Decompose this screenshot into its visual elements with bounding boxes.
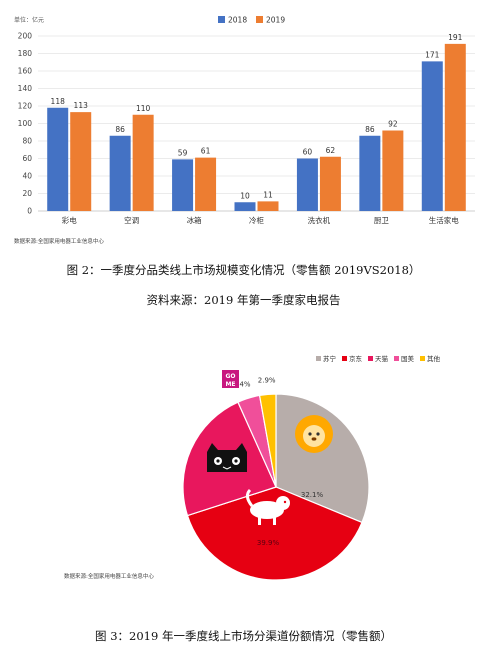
- y-tick-label: 200: [18, 32, 33, 41]
- lion-nose: [311, 437, 317, 441]
- pie-label-其他: 2.9%: [258, 376, 276, 384]
- y-tick-label: 20: [22, 189, 32, 198]
- bar-2019-洗衣机: [319, 156, 341, 211]
- y-tick-label: 0: [27, 207, 32, 216]
- y-tick-label: 100: [18, 119, 33, 128]
- data-label: 86: [365, 125, 375, 134]
- figure-3-caption: 图 3：2019 年一季度线上市场分渠道份额情况（零售额）: [95, 629, 392, 643]
- tmall-cat-logo: [207, 443, 247, 472]
- bar-2018-厨卫: [359, 135, 381, 211]
- dog-head: [276, 496, 290, 510]
- bar-2018-冷柜: [234, 202, 256, 211]
- suning-lion-logo: [295, 415, 333, 453]
- bar-2018-生活家电: [421, 61, 443, 211]
- bar-2019-厨卫: [382, 130, 404, 211]
- gome-logo-text-bottom: ME: [225, 381, 235, 388]
- bar-2019-空调: [132, 114, 154, 211]
- x-tick-label: 洗衣机: [308, 215, 331, 225]
- dog-eye: [283, 500, 287, 504]
- cat-pupil: [234, 459, 238, 463]
- figure-2-caption: 图 2：一季度分品类线上市场规模变化情况（零售额 2019VS2018）: [66, 263, 421, 277]
- gome-logo-text-top: GO: [225, 373, 235, 380]
- legend-swatch-国美: [394, 356, 399, 361]
- y-tick-label: 80: [22, 137, 32, 146]
- legend-label-国美: 国美: [401, 354, 415, 363]
- pie-chart: 苏宁京东天猫国美其他32.1%39.9%23.9%4%2.9%GOME数据来源:…: [64, 354, 441, 581]
- bar-2018-洗衣机: [296, 158, 318, 211]
- lion-eye: [316, 432, 320, 436]
- legend-label-苏宁: 苏宁: [323, 354, 337, 363]
- legend-label-天猫: 天猫: [375, 354, 389, 363]
- gome-logo-box: [222, 370, 239, 388]
- cat-mouth: [222, 466, 232, 470]
- pie-slice-其他: [258, 393, 277, 488]
- legend-swatch-苏宁: [316, 356, 321, 361]
- data-label: 10: [240, 191, 250, 200]
- dog-tail: [245, 488, 254, 507]
- bar-2018-冰箱: [172, 159, 194, 211]
- legend-swatch-京东: [342, 356, 347, 361]
- unit-label: 单位：亿元: [14, 16, 44, 24]
- data-label: 86: [115, 125, 125, 134]
- pie-label-苏宁: 32.1%: [301, 491, 324, 499]
- legend-label-京东: 京东: [349, 354, 363, 363]
- legend-swatch-2019: [256, 16, 263, 23]
- dog-body: [250, 501, 284, 519]
- y-tick-label: 180: [18, 49, 33, 58]
- data-label: 11: [263, 190, 273, 199]
- legend-label-其他: 其他: [427, 354, 441, 363]
- pie-source-note: 数据来源:全国家用电器工业信息中心: [64, 572, 154, 580]
- y-tick-label: 160: [18, 67, 33, 76]
- figure-2-source: 资料来源：2019 年第一季度家电报告: [146, 293, 341, 307]
- y-tick-label: 120: [18, 102, 33, 111]
- legend-swatch-天猫: [368, 356, 373, 361]
- x-tick-label: 彩电: [62, 215, 77, 225]
- dog-leg: [273, 516, 276, 525]
- lion-face: [303, 425, 325, 447]
- legend-swatch-其他: [420, 356, 425, 361]
- lion-eye: [308, 432, 312, 436]
- bar-2019-彩电: [70, 112, 92, 211]
- bar-2018-空调: [109, 135, 131, 211]
- x-tick-label: 空调: [124, 215, 139, 225]
- x-tick-label: 冷柜: [249, 215, 264, 225]
- x-tick-label: 生活家电: [429, 215, 459, 225]
- data-label: 92: [388, 120, 398, 129]
- y-tick-label: 140: [18, 84, 33, 93]
- x-tick-label: 冰箱: [187, 215, 202, 225]
- x-tick-label: 厨卫: [374, 216, 389, 225]
- pie-slice-京东: [186, 486, 363, 581]
- pie-label-国美: 4%: [239, 381, 250, 389]
- data-label: 60: [303, 148, 313, 157]
- data-label: 171: [425, 50, 440, 59]
- y-tick-label: 60: [22, 154, 32, 163]
- data-label: 191: [448, 33, 463, 42]
- data-label: 118: [51, 97, 66, 106]
- jd-dog-logo: [245, 488, 290, 525]
- bar-source-note: 数据来源:全国家用电器工业信息中心: [14, 237, 104, 245]
- cat-pupil: [216, 459, 220, 463]
- data-label: 61: [201, 147, 211, 156]
- bar-2019-冷柜: [257, 201, 279, 211]
- bar-2018-彩电: [47, 107, 69, 211]
- data-label: 62: [326, 146, 336, 155]
- bar-2019-生活家电: [444, 43, 466, 211]
- bar-chart: 单位：亿元 0 20 40 60 80 100 120 140 160 180 200 2018 2019…: [14, 16, 475, 245]
- legend-label-2019: 2019: [266, 16, 285, 25]
- legend-label-2018: 2018: [228, 16, 247, 25]
- data-label: 59: [178, 148, 188, 157]
- legend-swatch-2018: [218, 16, 225, 23]
- bar-2019-冰箱: [195, 157, 217, 211]
- data-label: 113: [74, 101, 89, 110]
- y-tick-label: 40: [22, 172, 32, 181]
- dog-leg: [258, 516, 261, 525]
- pie-label-京东: 39.9%: [257, 539, 280, 547]
- data-label: 110: [136, 104, 151, 113]
